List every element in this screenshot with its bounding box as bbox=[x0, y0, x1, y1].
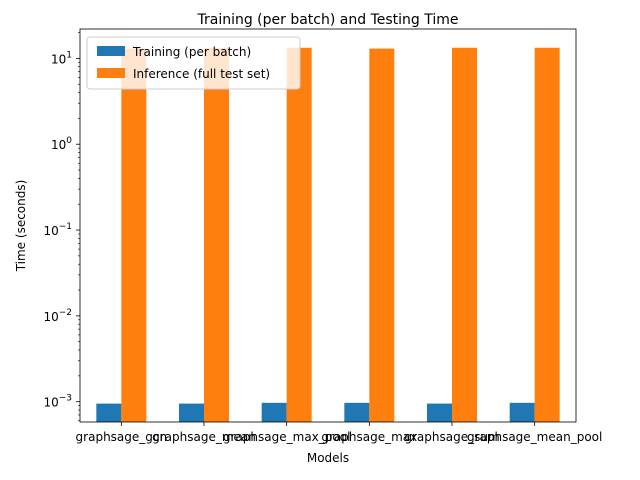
x-tick-label: graphsage_sum bbox=[404, 430, 499, 444]
bar-inference-graphsage_gcn bbox=[121, 48, 147, 423]
x-tick-label: graphsage_mean bbox=[152, 430, 256, 444]
legend: Training (per batch) Inference (full test… bbox=[86, 36, 301, 90]
bar-training-graphsage_sum bbox=[427, 403, 452, 422]
x-tick-label: graphsage_gcn bbox=[76, 430, 168, 444]
legend-swatch bbox=[97, 68, 125, 78]
bar-training-graphsage_max_pool bbox=[261, 402, 287, 422]
legend-label: Training (per batch) bbox=[132, 45, 251, 59]
bars-group bbox=[96, 47, 560, 423]
bar-inference-graphsage_max bbox=[369, 48, 395, 423]
x-axis-ticks: graphsage_gcngraphsage_meangraphsage_max… bbox=[76, 422, 602, 444]
legend-swatch bbox=[97, 46, 125, 56]
chart-title: Training (per batch) and Testing Time bbox=[196, 12, 458, 28]
bar-inference-graphsage_mean bbox=[204, 48, 229, 422]
x-tick-label: graphsage_max_pool bbox=[223, 430, 351, 444]
x-tick-label: graphsage_mean_pool bbox=[467, 430, 602, 444]
legend-label: Inference (full test set) bbox=[133, 67, 270, 81]
bar-training-graphsage_gcn bbox=[96, 403, 122, 422]
bar-training-graphsage_max bbox=[344, 402, 370, 422]
y-axis-label: Time (seconds) bbox=[14, 180, 28, 273]
plot-frame bbox=[79, 28, 577, 423]
bar-inference-graphsage_mean_pool bbox=[534, 47, 560, 423]
bar-training-graphsage_mean_pool bbox=[509, 402, 535, 422]
x-axis-label: Models bbox=[307, 451, 349, 465]
legend-box bbox=[86, 36, 301, 90]
bar-training-graphsage_mean bbox=[179, 403, 204, 422]
x-tick-label: graphsage_max bbox=[321, 430, 417, 444]
bar-inference-graphsage_sum bbox=[452, 47, 477, 423]
bar-inference-graphsage_max_pool bbox=[286, 47, 312, 423]
